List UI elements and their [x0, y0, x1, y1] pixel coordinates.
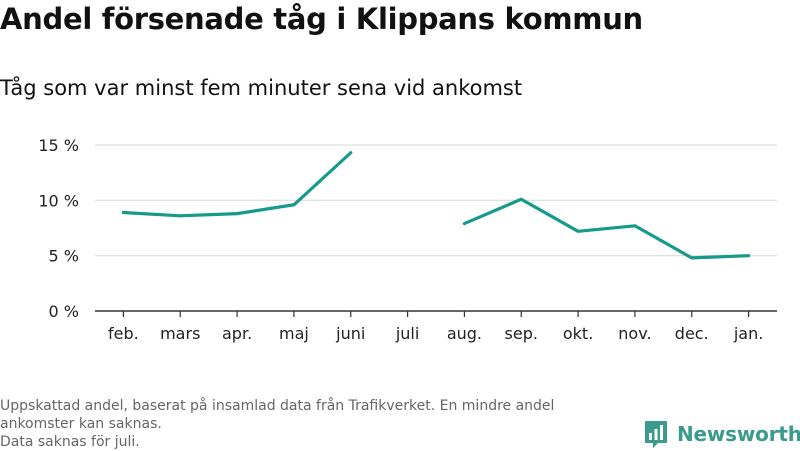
x-tick-label: apr. — [222, 324, 252, 343]
x-tick-label: maj — [279, 324, 309, 343]
footnote: Uppskattad andel, baserat på insamlad da… — [0, 397, 620, 451]
line-chart: 0 % 5 % 10 % 15 % feb. mars apr. maj juni juli au… — [0, 0, 800, 390]
x-tick-label: sep. — [505, 324, 538, 343]
brand-logo: Newsworthy — [643, 419, 800, 449]
grid-layer: 0 % 5 % 10 % 15 % — [38, 136, 777, 321]
x-tick-label: feb. — [108, 324, 139, 343]
x-tick-label: dec. — [675, 324, 709, 343]
x-tick-label: juli — [395, 324, 419, 343]
x-tick-label: jan. — [733, 324, 763, 343]
x-tick-label: juni — [335, 324, 365, 343]
newsworthy-logo-icon — [643, 419, 669, 449]
series-layer — [123, 153, 748, 258]
series-line-segment — [123, 153, 350, 216]
x-axis-ticks: feb. mars apr. maj juni juli aug. sep. okt. nov. d… — [108, 311, 763, 343]
x-tick-label: mars — [160, 324, 200, 343]
brand-name: Newsworthy — [677, 422, 800, 446]
x-tick-label: nov. — [618, 324, 651, 343]
y-tick-label: 10 % — [38, 191, 79, 210]
footnote-line-missing: Data saknas för juli. — [0, 433, 620, 451]
x-tick-label: okt. — [563, 324, 593, 343]
footnote-line-source: Uppskattad andel, baserat på insamlad da… — [0, 397, 620, 433]
x-tick-label: aug. — [447, 324, 482, 343]
y-tick-label: 5 % — [49, 247, 79, 266]
series-line-segment — [464, 199, 748, 258]
y-tick-label: 0 % — [49, 302, 79, 321]
y-tick-label: 15 % — [38, 136, 79, 155]
